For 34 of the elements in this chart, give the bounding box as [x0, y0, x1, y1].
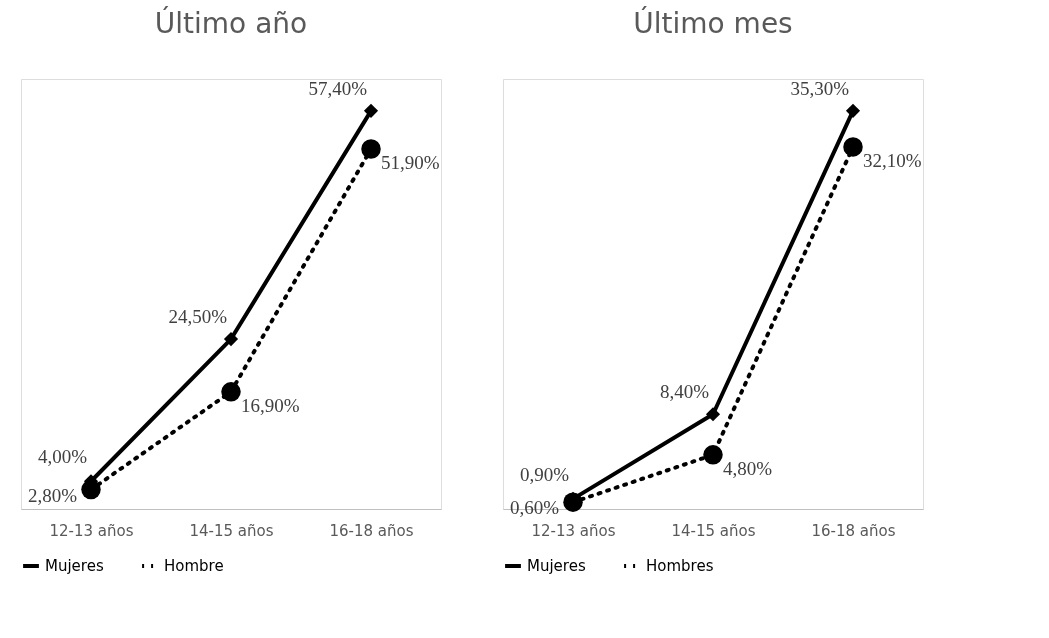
point: [563, 492, 583, 512]
legend-label: Mujeres: [45, 557, 104, 575]
data-label: 2,80%: [27, 484, 78, 506]
x-tick-label: 14-15 años: [671, 521, 756, 540]
x-tick-label: 12-13 años: [49, 521, 134, 540]
point: [81, 479, 101, 500]
point: [703, 445, 723, 465]
x-tick-label: 12-13 años: [531, 521, 616, 540]
point: [363, 103, 379, 118]
chart-title: Último año: [154, 6, 308, 40]
x-tick-label: 14-15 años: [189, 521, 274, 540]
data-label: 57,40%: [308, 77, 368, 99]
point: [843, 137, 863, 157]
data-label: 0,60%: [509, 497, 560, 519]
data-label: 4,80%: [723, 457, 773, 479]
data-label: 16,90%: [241, 394, 300, 416]
x-tick-label: 16-18 años: [811, 521, 896, 540]
point: [223, 331, 239, 347]
data-label: 51,90%: [381, 152, 440, 173]
point: [845, 103, 861, 118]
legend-label: Hombres: [646, 557, 714, 575]
data-label: 35,30%: [790, 77, 850, 99]
data-label: 8,40%: [659, 381, 710, 403]
point: [361, 139, 381, 159]
x-tick-label: 16-18 años: [329, 521, 414, 540]
data-label: 32,10%: [863, 149, 922, 171]
legend-label: Hombre: [164, 557, 224, 575]
data-label: 24,50%: [168, 306, 228, 328]
chart-title: Último mes: [633, 6, 793, 40]
legend-label: Mujeres: [527, 557, 586, 575]
data-label: 0,90%: [519, 463, 570, 485]
point: [221, 382, 241, 402]
point: [705, 407, 721, 422]
data-label: 4,00%: [37, 446, 88, 468]
